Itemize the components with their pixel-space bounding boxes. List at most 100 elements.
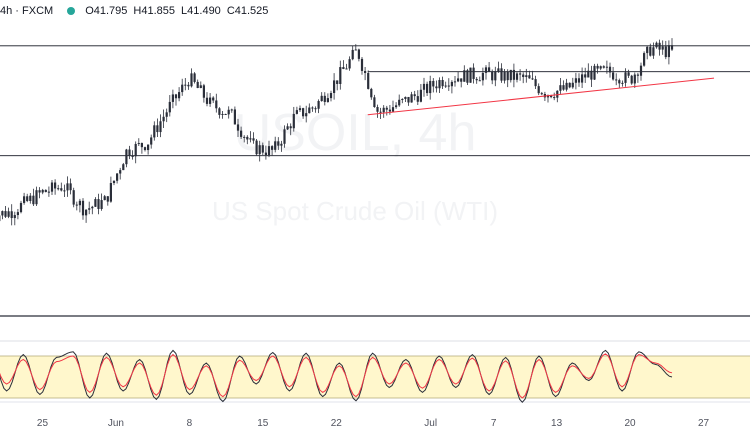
candle-body xyxy=(116,173,119,181)
candle-body xyxy=(466,70,469,83)
candle-body xyxy=(240,130,243,137)
candle-body xyxy=(94,199,97,207)
candle-body xyxy=(416,96,419,102)
candle-body xyxy=(227,109,230,115)
candle-body xyxy=(404,96,407,99)
candle-body xyxy=(429,80,432,94)
watermark-symbol: USOIL, 4h xyxy=(234,104,477,162)
candle-body xyxy=(506,71,509,81)
candle-body xyxy=(546,95,550,98)
candle-body xyxy=(196,81,199,89)
candle-body xyxy=(410,94,413,103)
candle-body xyxy=(407,96,410,103)
candle-body xyxy=(168,101,171,113)
candle-body xyxy=(574,78,577,83)
candle-body xyxy=(345,68,348,70)
time-axis[interactable]: 25 Jun 8 15 22 Jul 7 13 20 27 xyxy=(37,418,710,429)
candle-body xyxy=(292,113,295,129)
candle-body xyxy=(401,98,404,100)
candle-body xyxy=(565,82,568,90)
candle-body xyxy=(302,108,305,117)
x-tick-label: 15 xyxy=(257,418,269,429)
x-tick-label: 25 xyxy=(37,418,49,429)
trend-line xyxy=(367,77,715,116)
candle-body xyxy=(109,183,112,202)
candle-body xyxy=(612,72,615,80)
candle-body xyxy=(627,72,630,76)
candle-body xyxy=(463,70,466,82)
candle-body xyxy=(593,65,596,80)
candle-body xyxy=(664,46,667,58)
watermark: USOIL, 4h US Spot Crude Oil (WTI) xyxy=(212,104,498,226)
candle-body xyxy=(550,95,553,98)
candle-body xyxy=(667,45,670,58)
candle-body xyxy=(475,78,478,81)
candle-body xyxy=(218,108,221,115)
ohlc-high: H41.855 xyxy=(133,5,176,17)
candle-body xyxy=(246,136,249,140)
candle-body xyxy=(413,94,416,97)
candle-body xyxy=(267,146,271,156)
candle-body xyxy=(88,208,91,210)
candle-body xyxy=(205,97,209,104)
candle-body xyxy=(314,108,317,110)
candle-body xyxy=(661,46,664,50)
candle-body xyxy=(178,92,181,99)
candle-body xyxy=(333,80,336,94)
candle-body xyxy=(255,140,258,155)
candle-body xyxy=(57,188,60,190)
candle-body xyxy=(360,58,364,71)
candle-body xyxy=(509,69,512,81)
candle-body xyxy=(85,209,88,216)
x-tick-label: 20 xyxy=(625,418,637,429)
candle-body xyxy=(236,124,240,131)
candle-body xyxy=(590,70,593,80)
candle-body xyxy=(351,49,354,60)
candle-body xyxy=(286,126,289,130)
x-tick-label: Jul xyxy=(424,418,437,429)
candle-body xyxy=(469,67,472,83)
candle-body xyxy=(41,189,44,193)
candle-body xyxy=(140,143,143,148)
candle-body xyxy=(438,79,441,89)
candle-body xyxy=(599,66,602,69)
candle-body xyxy=(382,107,385,113)
candle-body xyxy=(283,129,286,144)
candle-body xyxy=(137,143,140,145)
candle-body xyxy=(69,183,72,191)
x-tick-label: 22 xyxy=(331,418,343,429)
candle-body xyxy=(199,85,202,89)
candle-body xyxy=(221,113,224,115)
candle-body xyxy=(503,71,506,81)
candle-body xyxy=(29,195,32,201)
candle-body xyxy=(119,170,122,174)
candle-body xyxy=(497,68,500,72)
candle-body xyxy=(233,109,236,125)
candle-body xyxy=(308,107,311,114)
candle-body xyxy=(450,81,453,87)
candle-body xyxy=(658,42,661,50)
candle-body xyxy=(122,164,125,171)
candle-body xyxy=(562,85,565,90)
candle-body xyxy=(435,86,438,89)
candle-body xyxy=(38,190,41,193)
candle-body xyxy=(209,97,212,104)
x-tick-label: 7 xyxy=(491,418,497,429)
candle-body xyxy=(587,70,590,78)
candle-body xyxy=(432,80,435,87)
candle-body xyxy=(78,200,81,206)
candle-body xyxy=(441,79,444,87)
candle-body xyxy=(212,97,215,101)
candle-body xyxy=(342,67,345,70)
candle-body xyxy=(106,196,109,202)
candle-body xyxy=(298,108,302,111)
candle-body xyxy=(500,68,503,81)
candle-body xyxy=(66,183,69,191)
symbol-label[interactable]: 4h · FXCM xyxy=(0,5,54,17)
ohlc-low: L41.490 xyxy=(181,5,221,17)
candle-body xyxy=(602,66,605,68)
candle-body xyxy=(171,94,174,102)
candle-body xyxy=(54,182,57,189)
